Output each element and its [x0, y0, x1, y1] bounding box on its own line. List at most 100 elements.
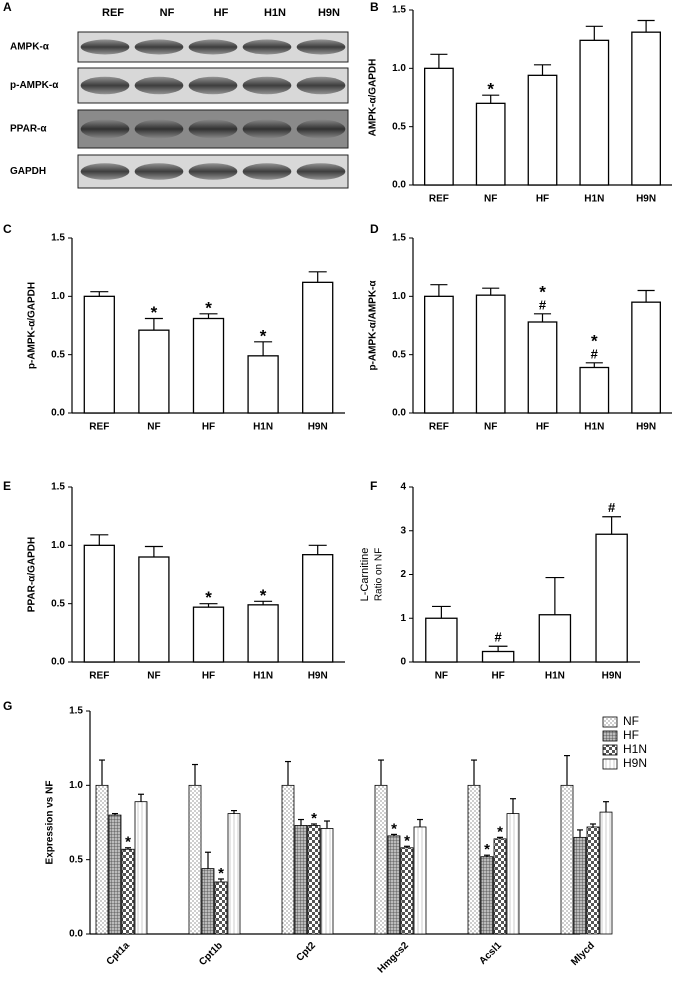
x-tick-label: H9N — [308, 671, 328, 682]
bar — [631, 31, 661, 186]
bar — [467, 784, 481, 935]
annotation: * — [205, 588, 212, 607]
annotation: # — [591, 346, 599, 361]
y-tick-label: 0.0 — [51, 408, 65, 419]
blot-band — [134, 163, 184, 180]
panel-label: C — [3, 222, 12, 236]
x-tick-label: H9N — [602, 671, 622, 682]
y-axis-label: Expression vs NF — [45, 781, 56, 865]
x-tick-label: Cpt1a — [105, 940, 133, 968]
bar — [560, 784, 574, 935]
bar — [95, 784, 109, 935]
legend-label: H9N — [623, 756, 647, 770]
y-axis-label: L-Carnitine — [359, 548, 371, 602]
x-tick-label: Cpt1b — [197, 940, 225, 968]
x-tick-label: H1N — [253, 422, 273, 433]
blot-band — [188, 119, 238, 139]
blot-band — [242, 119, 292, 139]
bar — [134, 801, 148, 935]
blot-band — [296, 39, 346, 55]
band-label: GAPDH — [10, 166, 46, 177]
blot-band — [80, 39, 130, 55]
bar — [506, 813, 520, 935]
lane-label: H1N — [264, 7, 286, 19]
y-axis-label: PPAR-α/GAPDH — [27, 537, 38, 612]
blot-band — [296, 76, 346, 95]
annotation: * — [404, 832, 410, 849]
bar — [475, 102, 506, 186]
blot-band — [134, 39, 184, 55]
bar — [108, 814, 122, 935]
bar — [493, 838, 507, 935]
blot-band — [80, 119, 130, 139]
bar — [480, 856, 494, 935]
y-tick-label: 4 — [400, 482, 406, 493]
bar — [247, 604, 279, 663]
x-tick-label: Acsl1 — [477, 940, 504, 967]
annotation: * — [311, 810, 317, 827]
blot-band — [242, 163, 292, 180]
bar — [475, 294, 506, 414]
y-tick-label: 0.0 — [69, 929, 83, 940]
bar — [281, 784, 295, 935]
y-axis-label: AMPK-α/GAPDH — [368, 59, 379, 137]
x-tick-label: NF — [484, 422, 497, 433]
x-tick-label: Hmgcs2 — [376, 940, 412, 976]
x-tick-label: H9N — [636, 194, 656, 205]
panel-label: F — [370, 479, 377, 493]
y-tick-label: 1.5 — [69, 706, 83, 717]
bar — [424, 295, 454, 414]
bar — [595, 533, 628, 663]
bar — [527, 321, 558, 414]
lane-label: NF — [160, 7, 175, 19]
legend-label: HF — [623, 728, 639, 742]
x-tick-label: HF — [536, 422, 549, 433]
bar — [425, 617, 458, 663]
panel-label: G — [3, 699, 12, 713]
bar — [307, 825, 321, 935]
annotation: * — [125, 834, 131, 851]
x-tick-label: NF — [484, 194, 497, 205]
legend-swatch — [602, 744, 618, 756]
annotation: * — [591, 331, 598, 350]
x-tick-label: H1N — [545, 671, 565, 682]
y-tick-label: 1.0 — [51, 540, 65, 551]
bar — [481, 650, 515, 663]
annotation: # — [608, 500, 616, 515]
bar — [400, 847, 414, 935]
blot-band — [188, 76, 238, 95]
x-tick-label: HF — [202, 671, 215, 682]
blot-band — [80, 163, 130, 180]
annotation: * — [260, 586, 267, 605]
bar — [579, 39, 610, 186]
y-tick-label: 1.5 — [51, 233, 65, 244]
band-label: PPAR-α — [10, 124, 47, 135]
bar — [579, 366, 610, 414]
x-tick-label: H1N — [253, 671, 273, 682]
annotation: * — [218, 865, 224, 882]
annotation: * — [487, 80, 494, 99]
y-tick-label: 1.0 — [51, 291, 65, 302]
lane-label: H9N — [318, 7, 340, 19]
y-tick-label: 0.5 — [392, 121, 406, 132]
bar — [302, 281, 334, 414]
x-tick-label: HF — [491, 671, 504, 682]
y-tick-label: 3 — [400, 525, 406, 536]
bar — [573, 836, 587, 935]
x-tick-label: REF — [429, 422, 449, 433]
annotation: * — [484, 841, 490, 858]
bar — [138, 329, 170, 414]
legend-swatch — [602, 758, 618, 770]
bar — [424, 67, 454, 186]
panel-label: E — [3, 479, 11, 493]
bar — [138, 556, 170, 663]
bar — [192, 317, 225, 414]
blot-band — [188, 163, 238, 180]
annotation: # — [495, 630, 503, 645]
lane-label: REF — [102, 7, 124, 19]
panel-label: A — [3, 0, 12, 14]
x-tick-label: H1N — [584, 194, 604, 205]
bar — [294, 825, 308, 935]
x-tick-label: H1N — [584, 422, 604, 433]
